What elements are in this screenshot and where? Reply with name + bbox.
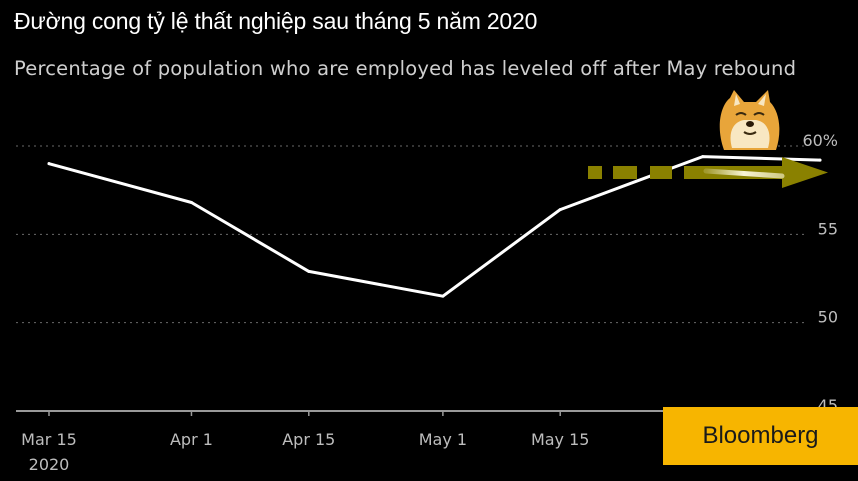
arrow-dash-1: [588, 166, 602, 179]
data-point: [189, 201, 193, 205]
x-tick-label: May 15: [531, 430, 590, 449]
bloomberg-label: Bloomberg: [702, 422, 819, 449]
x-tick-label: Mar 15: [21, 430, 77, 449]
x-tick-label: May 1: [419, 430, 467, 449]
x-tick-sublabel: 2020: [29, 455, 70, 474]
arrow-head: [782, 157, 828, 188]
arrow-dash-3: [650, 166, 672, 179]
data-point: [307, 269, 311, 273]
data-point: [818, 158, 822, 162]
shiba-dog-meme-icon: [719, 90, 780, 150]
arrow-dash-2: [613, 166, 637, 179]
data-point: [701, 155, 705, 159]
data-point: [558, 208, 562, 212]
page-title: Đường cong tỷ lệ thất nghiệp sau tháng 5…: [14, 8, 538, 34]
x-tick-label: Apr 15: [282, 430, 335, 449]
data-point: [47, 162, 51, 166]
chart-subtitle: Percentage of population who are employe…: [14, 57, 797, 80]
data-point: [441, 294, 445, 298]
y-tick-label: 60%: [802, 131, 838, 150]
x-tick-label: Apr 1: [170, 430, 213, 449]
arrow-highlight: [703, 168, 785, 179]
bloomberg-badge: Bloomberg: [663, 407, 858, 465]
y-tick-label: 50: [818, 308, 838, 327]
y-tick-label: 55: [818, 219, 838, 238]
trend-arrow-overlay: [588, 157, 828, 188]
